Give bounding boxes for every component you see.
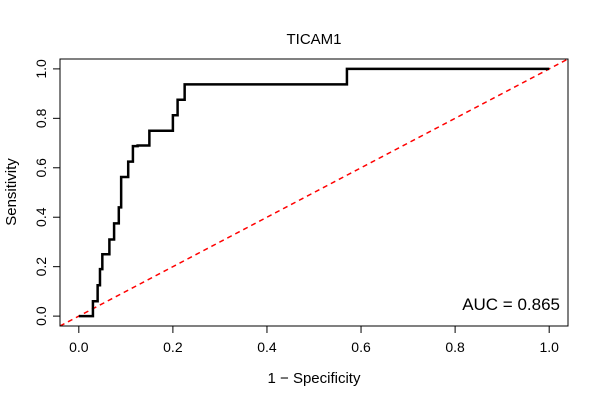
x-tick-label: 0.2 [163,339,183,355]
y-tick-label: 0.2 [33,257,49,277]
x-tick-label: 0.0 [69,339,89,355]
y-tick-label: 0.8 [33,108,49,128]
reference-diagonal-line [60,59,568,326]
x-tick-label: 0.8 [445,339,465,355]
y-axis-label: Sensitivity [3,158,20,226]
axes: 0.0 0.2 0.4 0.6 0.8 1.0 0.0 0.2 0.4 0.6 0.8 1.0 [33,58,569,355]
y-tick-label: 1.0 [33,59,49,79]
x-tick-label: 0.4 [257,339,277,355]
roc-curve-line [78,67,550,318]
y-tick-label: 0.4 [33,207,49,227]
x-tick-label: 0.6 [351,339,371,355]
x-axis-label: 1 − Specificity [268,370,361,387]
plot-area [60,59,568,326]
chart-title: TICAM1 [286,31,341,48]
y-tick-label: 0.6 [33,158,49,178]
y-tick-label: 0.0 [33,306,49,326]
x-tick-label: 1.0 [539,339,559,355]
auc-annotation: AUC = 0.865 [462,295,560,314]
